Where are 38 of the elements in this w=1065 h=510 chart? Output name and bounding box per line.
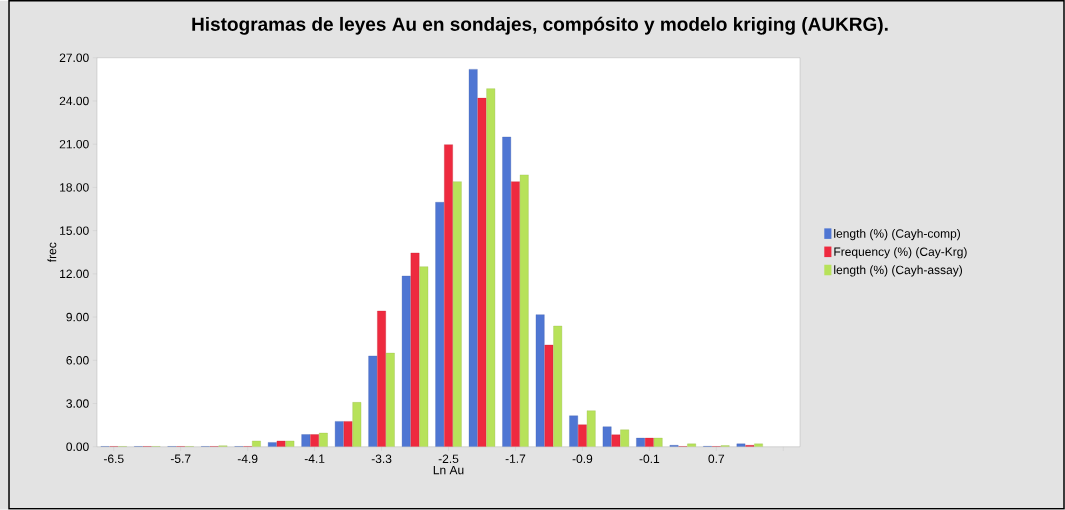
x-axis-title: Ln Au (433, 466, 464, 475)
y-axis-title: frec (47, 242, 57, 263)
bar (511, 181, 520, 447)
x-tick-label: -1.7 (505, 454, 526, 463)
x-tick-label: -4.9 (237, 454, 258, 464)
legend-label: length (%) (Cayh-comp) (834, 229, 960, 241)
x-tick-label: -0.1 (639, 454, 660, 464)
x-tick-label: -4.1 (304, 454, 325, 463)
y-tick-label: 15.00 (60, 226, 89, 235)
y-tick-label: 12.00 (60, 269, 89, 279)
bar (410, 252, 420, 447)
legend-label: Frequency (%) (Cay-Krg) (834, 247, 967, 259)
y-tick-label: 0.00 (66, 442, 89, 452)
y-tick-label: 3.00 (66, 399, 89, 408)
bar (310, 434, 319, 447)
y-tick-label: 21.00 (59, 140, 89, 149)
x-tick-label: 0.7 (708, 454, 725, 464)
bar (544, 345, 554, 447)
bar (377, 311, 386, 447)
bar (276, 440, 286, 447)
x-tick-label: -0.9 (572, 454, 593, 464)
x-tick-label: -2.5 (438, 454, 459, 464)
bar (343, 421, 353, 447)
y-tick-label: 9.00 (66, 312, 89, 322)
bar (477, 98, 487, 447)
legend-label: length (%) (Cayh-assay) (834, 265, 962, 277)
y-tick-label: 6.00 (66, 356, 89, 365)
y-tick-label: 24.00 (59, 96, 89, 106)
bar (611, 434, 621, 447)
x-tick-label: -3.3 (371, 454, 392, 464)
bar (444, 144, 453, 447)
y-tick-label: 27.00 (59, 53, 89, 63)
x-tick-label: -5.7 (170, 454, 191, 464)
chart-title: Histogramas de leyes Au en sondajes, compósito y modelo kriging (AUKRG). (192, 16, 888, 35)
bar (645, 438, 654, 447)
x-tick-label: -6.5 (103, 454, 124, 464)
bar (578, 424, 587, 447)
y-tick-label: 18.00 (60, 183, 89, 192)
